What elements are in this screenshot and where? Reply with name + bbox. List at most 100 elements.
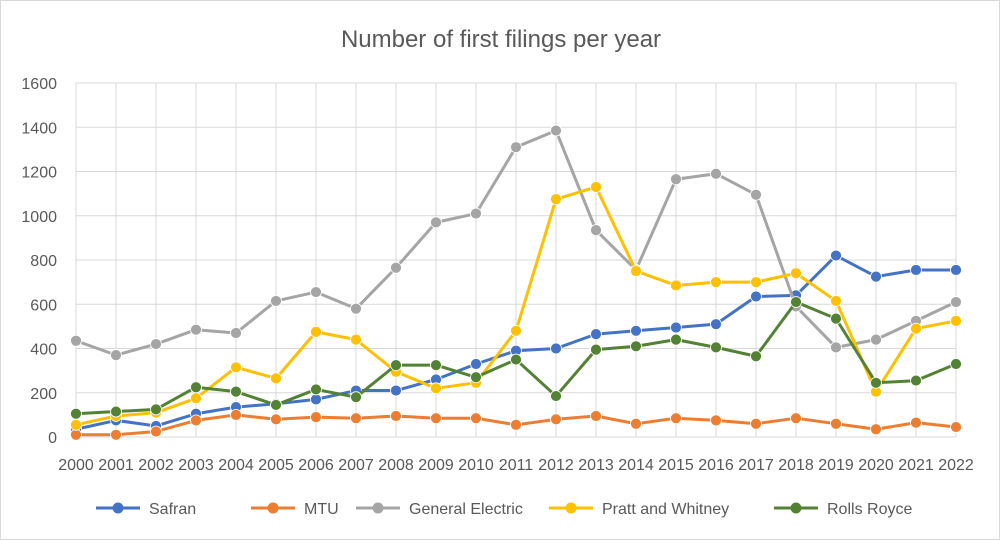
data-point bbox=[670, 333, 682, 346]
data-point bbox=[590, 410, 602, 422]
series-mtu bbox=[70, 408, 962, 441]
series-pratt-and-whitney bbox=[70, 181, 962, 431]
legend: Safran MTU General Electric Pratt and Whitn… bbox=[96, 501, 912, 518]
data-point bbox=[950, 296, 962, 308]
legend-swatch-marker bbox=[267, 502, 279, 514]
data-point bbox=[430, 216, 442, 229]
x-tick-label: 2019 bbox=[818, 457, 854, 474]
data-point bbox=[750, 188, 762, 201]
data-point bbox=[70, 418, 82, 431]
data-point bbox=[590, 328, 602, 341]
data-point bbox=[470, 207, 482, 220]
legend-item-pratt-and-whitney: Pratt and Whitney bbox=[549, 501, 729, 518]
data-point bbox=[150, 425, 162, 438]
y-tick-label: 1600 bbox=[21, 76, 57, 93]
chart-title: Number of first filings per year bbox=[341, 26, 661, 53]
x-tick-label: 2021 bbox=[898, 457, 934, 474]
data-point bbox=[910, 264, 922, 276]
x-tick-label: 2011 bbox=[499, 457, 534, 474]
legend-item-safran: Safran bbox=[96, 501, 196, 518]
data-point bbox=[270, 399, 282, 411]
data-point bbox=[70, 407, 82, 420]
x-tick-label: 2015 bbox=[658, 457, 694, 474]
data-point bbox=[670, 412, 682, 425]
x-tick-label: 2000 bbox=[58, 457, 94, 474]
data-point bbox=[110, 349, 122, 362]
x-tick-label: 2020 bbox=[858, 457, 894, 474]
data-point bbox=[430, 382, 442, 395]
data-point bbox=[790, 267, 802, 280]
x-tick-label: 2010 bbox=[458, 457, 494, 474]
data-point bbox=[430, 359, 442, 371]
data-point bbox=[910, 416, 922, 429]
data-point bbox=[350, 302, 362, 315]
data-point bbox=[110, 428, 122, 441]
x-tick-label: 2005 bbox=[258, 457, 294, 474]
y-tick-label: 400 bbox=[30, 342, 57, 359]
data-point bbox=[310, 383, 322, 396]
y-tick-label: 1400 bbox=[21, 120, 57, 137]
data-point bbox=[830, 295, 842, 307]
x-tick-label: 2002 bbox=[138, 457, 174, 474]
series-group bbox=[70, 124, 962, 441]
data-point bbox=[630, 417, 642, 430]
legend-swatch-marker bbox=[790, 502, 802, 514]
data-point bbox=[470, 371, 482, 384]
data-point bbox=[870, 423, 882, 436]
data-point bbox=[270, 295, 282, 307]
data-point bbox=[550, 124, 562, 137]
x-tick-label: 2006 bbox=[298, 457, 334, 474]
data-point bbox=[950, 314, 962, 327]
data-point bbox=[390, 410, 402, 422]
data-point bbox=[750, 290, 762, 303]
data-point bbox=[670, 173, 682, 186]
data-point bbox=[350, 391, 362, 404]
data-point bbox=[910, 374, 922, 387]
data-point bbox=[710, 167, 722, 180]
data-point bbox=[830, 312, 842, 325]
data-point bbox=[750, 276, 762, 289]
data-point bbox=[950, 264, 962, 276]
data-point bbox=[70, 334, 82, 347]
data-point bbox=[950, 358, 962, 370]
legend-label: Safran bbox=[149, 501, 196, 518]
gridlines bbox=[75, 82, 957, 438]
data-point bbox=[310, 286, 322, 298]
y-tick-label: 200 bbox=[30, 386, 57, 403]
legend-swatch-marker bbox=[372, 502, 384, 514]
data-point bbox=[510, 141, 522, 154]
data-point bbox=[230, 408, 242, 421]
data-point bbox=[150, 338, 162, 350]
data-point bbox=[830, 341, 842, 354]
x-tick-label: 2007 bbox=[338, 457, 374, 474]
data-point bbox=[590, 181, 602, 193]
data-point bbox=[470, 412, 482, 425]
data-point bbox=[230, 361, 242, 374]
y-tick-label: 600 bbox=[30, 297, 57, 314]
x-axis: 2000 2001 2002 2003 2004 2005 2006 2007 2008 2009… bbox=[58, 457, 974, 474]
x-tick-label: 2013 bbox=[578, 457, 614, 474]
series-rolls-royce bbox=[70, 296, 962, 420]
data-point bbox=[630, 265, 642, 277]
data-point bbox=[350, 412, 362, 425]
data-point bbox=[70, 428, 82, 441]
data-point bbox=[190, 414, 202, 427]
data-point bbox=[430, 412, 442, 425]
x-tick-label: 2008 bbox=[378, 457, 414, 474]
data-point bbox=[630, 324, 642, 337]
data-point bbox=[710, 318, 722, 331]
data-point bbox=[870, 270, 882, 283]
x-tick-label: 2022 bbox=[938, 457, 974, 474]
data-point bbox=[910, 322, 922, 335]
data-point bbox=[710, 341, 722, 354]
data-point bbox=[270, 372, 282, 385]
legend-item-mtu: MTU bbox=[251, 501, 339, 518]
data-point bbox=[550, 342, 562, 355]
x-tick-label: 2014 bbox=[618, 457, 654, 474]
data-point bbox=[750, 417, 762, 430]
data-point bbox=[190, 323, 202, 336]
data-point bbox=[230, 327, 242, 339]
data-point bbox=[790, 412, 802, 425]
